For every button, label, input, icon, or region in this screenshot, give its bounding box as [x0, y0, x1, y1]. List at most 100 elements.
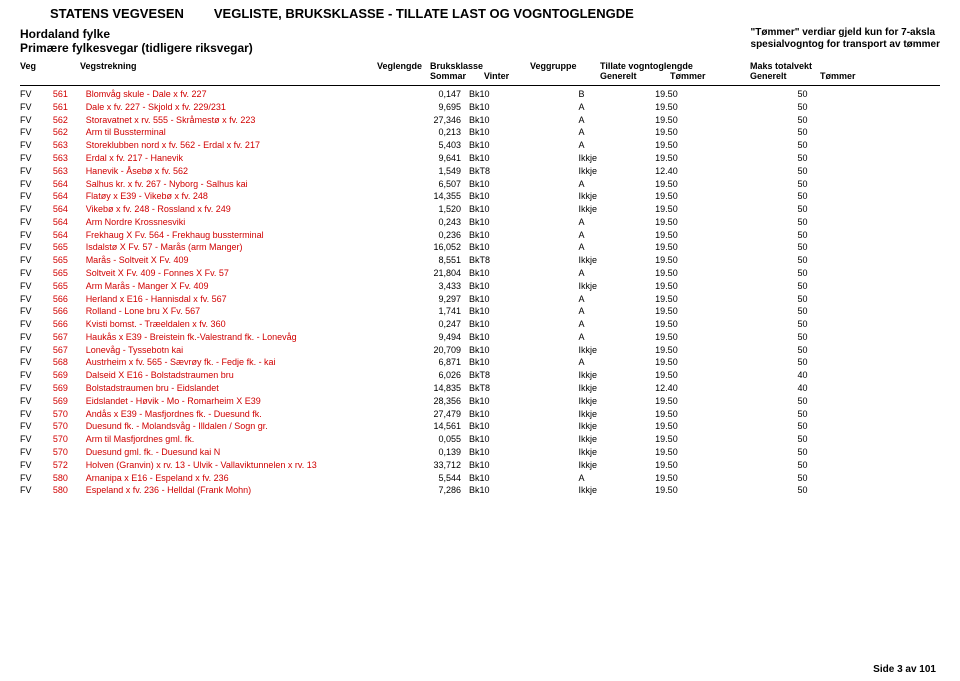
table-row: FV562Arm til Bussterminal0,213Bk10A19.50…: [20, 126, 940, 139]
cell-mtv-t: [874, 356, 940, 369]
cell-bk: Bk10: [469, 113, 579, 126]
cell-len: 3,433: [403, 279, 469, 292]
cell-strek: Rolland - Lone bru X Fv. 567: [86, 305, 404, 318]
cell-tvl-g: 19.50: [655, 318, 732, 331]
cell-strek: Haukås x E39 - Breistein fk.-Valestrand …: [86, 331, 404, 344]
cell-tvl-t: [732, 228, 798, 241]
cell-num: 566: [53, 305, 86, 318]
cell-num: 563: [53, 152, 86, 165]
table-row: FV580Arnanipa x E16 - Espeland x fv. 236…: [20, 471, 940, 484]
cell-strek: Storeklubben nord x fv. 562 - Erdal x fv…: [86, 139, 404, 152]
cell-tvl-g: 19.50: [655, 241, 732, 254]
cell-strek: Duesund gml. fk. - Duesund kai N: [86, 446, 404, 459]
cell-strek: Austrheim x fv. 565 - Sævrøy fk. - Fedje…: [86, 356, 404, 369]
cell-tvl-t: [732, 152, 798, 165]
table-row: FV564Salhus kr. x fv. 267 - Nyborg - Sal…: [20, 177, 940, 190]
table-row: FV561Dale x fv. 227 - Skjold x fv. 229/2…: [20, 100, 940, 113]
hdr-mtv-l1: Maks totalvekt: [750, 61, 900, 71]
cell-tvl-t: [732, 331, 798, 344]
cell-tvl-g: 19.50: [655, 407, 732, 420]
cell-tvl-t: [732, 126, 798, 139]
cell-bk: Bk10: [469, 279, 579, 292]
hdr-strek: Vegstrekning: [80, 61, 370, 82]
cell-num: 565: [53, 254, 86, 267]
table-row: FV569Eidslandet - Høvik - Mo - Romarheim…: [20, 394, 940, 407]
cell-mtv-g: 50: [798, 446, 875, 459]
cell-grp: A: [579, 177, 656, 190]
cell-len: 27,479: [403, 407, 469, 420]
cell-tvl-g: 19.50: [655, 100, 732, 113]
cell-grp: A: [579, 292, 656, 305]
cell-mtv-g: 50: [798, 126, 875, 139]
cell-tvl-g: 19.50: [655, 267, 732, 280]
cell-num: 562: [53, 113, 86, 126]
cell-tvl-g: 19.50: [655, 471, 732, 484]
cell-mtv-t: [874, 407, 940, 420]
cell-grp: B: [579, 88, 656, 101]
cell-tvl-g: 19.50: [655, 484, 732, 497]
cell-strek: Espeland x fv. 236 - Helldal (Frank Mohn…: [86, 484, 404, 497]
cell-bk: Bk10: [469, 394, 579, 407]
cell-num: 566: [53, 292, 86, 305]
cell-tvl-g: 19.50: [655, 177, 732, 190]
cell-mtv-t: [874, 254, 940, 267]
cell-tvl-t: [732, 382, 798, 395]
cell-strek: Lonevåg - Tyssebotn kai: [86, 343, 404, 356]
cell-num: 565: [53, 279, 86, 292]
cell-len: 6,507: [403, 177, 469, 190]
hdr-num: [50, 61, 80, 82]
cell-mtv-t: [874, 471, 940, 484]
cell-tvl-g: 12.40: [655, 382, 732, 395]
cell-tvl-g: 19.50: [655, 331, 732, 344]
table-row: FV565Soltveit X Fv. 409 - Fonnes X Fv. 5…: [20, 267, 940, 280]
table-row: FV563Erdal x fv. 217 - Hanevik9,641Bk10I…: [20, 152, 940, 165]
cell-len: 1,741: [403, 305, 469, 318]
cell-veg: FV: [20, 254, 53, 267]
cell-strek: Blomvåg skule - Dale x fv. 227: [86, 88, 404, 101]
subtitle-left: Hordaland fylke Primære fylkesvegar (tid…: [20, 27, 253, 55]
cell-tvl-t: [732, 88, 798, 101]
cell-strek: Isdalstø X Fv. 57 - Marås (arm Manger): [86, 241, 404, 254]
cell-tvl-g: 19.50: [655, 190, 732, 203]
cell-veg: FV: [20, 394, 53, 407]
cell-num: 572: [53, 458, 86, 471]
cell-tvl-t: [732, 139, 798, 152]
cell-num: 569: [53, 394, 86, 407]
table-row: FV568Austrheim x fv. 565 - Sævrøy fk. - …: [20, 356, 940, 369]
cell-mtv-t: [874, 216, 940, 229]
cell-mtv-t: [874, 228, 940, 241]
table-row: FV564Vikebø x fv. 248 - Rossland x fv. 2…: [20, 203, 940, 216]
cell-tvl-g: 19.50: [655, 88, 732, 101]
cell-mtv-g: 50: [798, 228, 875, 241]
table-row: FV565Isdalstø X Fv. 57 - Marås (arm Mang…: [20, 241, 940, 254]
cell-tvl-t: [732, 190, 798, 203]
cell-num: 567: [53, 343, 86, 356]
cell-bk: Bk10: [469, 318, 579, 331]
cell-len: 0,147: [403, 88, 469, 101]
cell-veg: FV: [20, 305, 53, 318]
hdr-len: Veglengde: [370, 61, 430, 82]
cell-grp: Ikkje: [579, 152, 656, 165]
cell-tvl-g: 19.50: [655, 420, 732, 433]
cell-num: 569: [53, 369, 86, 382]
data-table: FV561Blomvåg skule - Dale x fv. 2270,147…: [20, 88, 940, 497]
cell-tvl-t: [732, 369, 798, 382]
cell-tvl-g: 19.50: [655, 254, 732, 267]
cell-mtv-g: 50: [798, 190, 875, 203]
cell-bk: BkT8: [469, 369, 579, 382]
cell-grp: A: [579, 113, 656, 126]
cell-num: 567: [53, 331, 86, 344]
cell-mtv-t: [874, 331, 940, 344]
cell-mtv-g: 50: [798, 164, 875, 177]
cell-num: 569: [53, 382, 86, 395]
cell-bk: Bk10: [469, 305, 579, 318]
hdr-bk: Bruksklasse Sommar Vinter: [430, 61, 530, 82]
cell-veg: FV: [20, 382, 53, 395]
cell-mtv-g: 50: [798, 177, 875, 190]
cell-mtv-t: [874, 88, 940, 101]
cell-len: 16,052: [403, 241, 469, 254]
cell-grp: Ikkje: [579, 458, 656, 471]
title-row: STATENS VEGVESEN VEGLISTE, BRUKSKLASSE -…: [50, 6, 940, 21]
cell-veg: FV: [20, 407, 53, 420]
cell-num: 570: [53, 433, 86, 446]
